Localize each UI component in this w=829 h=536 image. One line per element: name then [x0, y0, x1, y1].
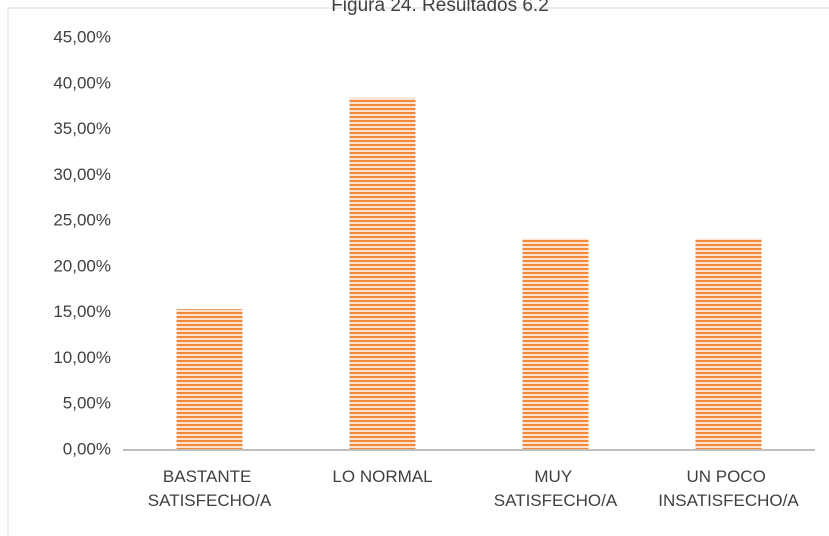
y-tick-label: 30,00% [53, 165, 111, 184]
y-tick-label: 5,00% [63, 394, 111, 413]
y-tick-label: 45,00% [53, 27, 111, 46]
y-tick-label: 40,00% [53, 73, 111, 92]
chart-title: Figura 24. Resultados 6.2 [331, 0, 549, 16]
y-tick-label: 0,00% [63, 439, 111, 458]
bar [349, 97, 416, 451]
y-tick-label: 10,00% [53, 348, 111, 367]
x-tick-label: UN POCO INSATISFECHO/A [658, 467, 799, 510]
bar [176, 309, 243, 450]
chart-frame [7, 7, 829, 536]
x-tick-label: MUY SATISFECHO/A [494, 467, 618, 510]
y-tick-label: 20,00% [53, 256, 111, 275]
y-tick-label: 35,00% [53, 119, 111, 138]
x-tick-label: BASTANTE SATISFECHO/A [148, 467, 272, 510]
y-tick-label: 15,00% [53, 302, 111, 321]
bar [695, 238, 762, 450]
bar [522, 238, 589, 450]
y-tick-label: 25,00% [53, 211, 111, 230]
x-tick-label: LO NORMAL [332, 467, 432, 486]
